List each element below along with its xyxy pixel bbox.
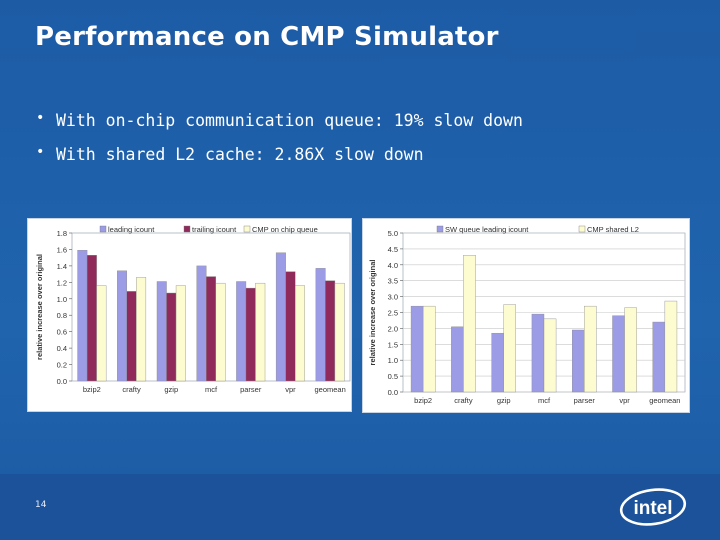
x-tick-label: vpr xyxy=(619,396,630,405)
legend-label: leading icount xyxy=(108,225,155,234)
y-tick-label: 2.0 xyxy=(388,324,398,333)
y-tick-label: 0.4 xyxy=(57,344,67,353)
bar xyxy=(571,329,585,393)
bar xyxy=(325,280,336,382)
bullet-item: With shared L2 cache: 2.86X slow down xyxy=(36,139,523,176)
y-tick-label: 0.8 xyxy=(57,311,67,320)
y-tick-label: 1.0 xyxy=(388,356,398,365)
y-tick-label: 3.5 xyxy=(388,277,398,286)
legend-swatch xyxy=(436,225,444,233)
logo-swirl xyxy=(619,488,687,526)
bar xyxy=(652,321,666,393)
legend-label: CMP shared L2 xyxy=(587,225,639,234)
x-tick-label: crafty xyxy=(454,396,473,405)
bar xyxy=(612,315,625,393)
x-tick-label: parser xyxy=(240,385,262,394)
intel-logo: intel xyxy=(619,488,687,526)
x-tick-label: bzip2 xyxy=(414,396,432,405)
y-tick-label: 0.5 xyxy=(388,372,398,381)
y-tick-label: 1.0 xyxy=(57,295,67,304)
bar xyxy=(451,326,464,393)
y-tick-label: 1.8 xyxy=(57,229,67,238)
page-number: 14 xyxy=(35,500,47,510)
legend-label: SW queue leading icount xyxy=(445,225,529,234)
bar xyxy=(531,313,545,393)
bar xyxy=(491,332,504,393)
y-axis-label: relative increase over original xyxy=(368,260,377,366)
legend-label: trailing icount xyxy=(192,225,237,234)
x-tick-label: mcf xyxy=(205,385,218,394)
bar xyxy=(175,285,186,382)
bar xyxy=(624,307,637,393)
legend-swatch xyxy=(243,225,251,233)
x-tick-label: geomean xyxy=(315,385,346,394)
bar xyxy=(156,281,167,382)
y-axis-label: relative increase over original xyxy=(35,254,44,360)
y-tick-label: 1.2 xyxy=(57,278,67,287)
y-tick-label: 0.6 xyxy=(57,328,67,337)
bar xyxy=(315,268,326,382)
bar xyxy=(77,250,88,382)
bar xyxy=(215,282,226,382)
bullet-list: With on-chip communication queue: 19% sl… xyxy=(36,105,523,176)
x-tick-label: bzip2 xyxy=(83,385,101,394)
x-tick-label: gzip xyxy=(164,385,178,394)
bar xyxy=(236,281,247,382)
bar xyxy=(422,305,436,393)
bar xyxy=(245,287,256,382)
chart-2-panel: 0.0 0.5 1.0 1.5 2.0 2.5 3.0 3.5 4.0 4.5 5.0 relativ… xyxy=(362,218,690,413)
legend-swatch xyxy=(99,225,107,233)
x-tick-label: vpr xyxy=(285,385,296,394)
x-tick-label: gzip xyxy=(497,396,511,405)
legend-swatch xyxy=(578,225,586,233)
x-tick-label: parser xyxy=(574,396,596,405)
bar xyxy=(196,265,207,382)
bar xyxy=(503,304,516,393)
chart-1-svg: 0.0 0.2 0.4 0.6 0.8 1.0 1.2 1.4 1.6 1.8 relative i… xyxy=(35,225,351,394)
chart-2-svg: 0.0 0.5 1.0 1.5 2.0 2.5 3.0 3.5 4.0 4.5 5.0 relativ… xyxy=(368,225,686,405)
y-tick-label: 1.5 xyxy=(388,340,398,349)
y-tick-label: 4.5 xyxy=(388,245,398,254)
logo-text: intel xyxy=(633,498,672,519)
y-tick-label: 3.0 xyxy=(388,293,398,302)
legend-swatch xyxy=(183,225,191,233)
bar xyxy=(86,255,97,382)
y-tick-label: 0.0 xyxy=(57,377,67,386)
y-tick-label: 1.4 xyxy=(57,262,67,271)
bar xyxy=(543,318,557,393)
bar xyxy=(166,292,177,382)
bar xyxy=(275,252,286,382)
bar xyxy=(334,282,345,382)
bar xyxy=(136,277,147,382)
x-tick-label: crafty xyxy=(122,385,141,394)
bar xyxy=(255,282,266,382)
y-tick-label: 0.2 xyxy=(57,361,67,370)
y-tick-label: 0.0 xyxy=(388,388,398,397)
y-tick-label: 1.6 xyxy=(57,245,67,254)
chart-1-panel: 0.0 0.2 0.4 0.6 0.8 1.0 1.2 1.4 1.6 1.8 relative i… xyxy=(27,218,352,412)
x-tick-label: mcf xyxy=(538,396,551,405)
bar xyxy=(126,291,137,382)
slide-title: Performance on CMP Simulator xyxy=(35,22,499,52)
bar xyxy=(584,305,597,393)
bar xyxy=(96,285,107,382)
x-tick-label: geomean xyxy=(649,396,680,405)
bar xyxy=(463,255,476,393)
bar xyxy=(117,270,128,382)
y-tick-label: 2.5 xyxy=(388,309,398,318)
legend-label: CMP on chip queue xyxy=(252,225,318,234)
bullet-item: With on-chip communication queue: 19% sl… xyxy=(36,105,523,142)
bar xyxy=(664,300,678,393)
footer-band xyxy=(0,474,720,540)
y-tick-label: 4.0 xyxy=(388,261,398,270)
bar xyxy=(410,305,424,393)
bar xyxy=(294,285,305,382)
bar xyxy=(206,276,216,382)
y-tick-label: 5.0 xyxy=(388,229,398,238)
bar xyxy=(285,271,296,382)
